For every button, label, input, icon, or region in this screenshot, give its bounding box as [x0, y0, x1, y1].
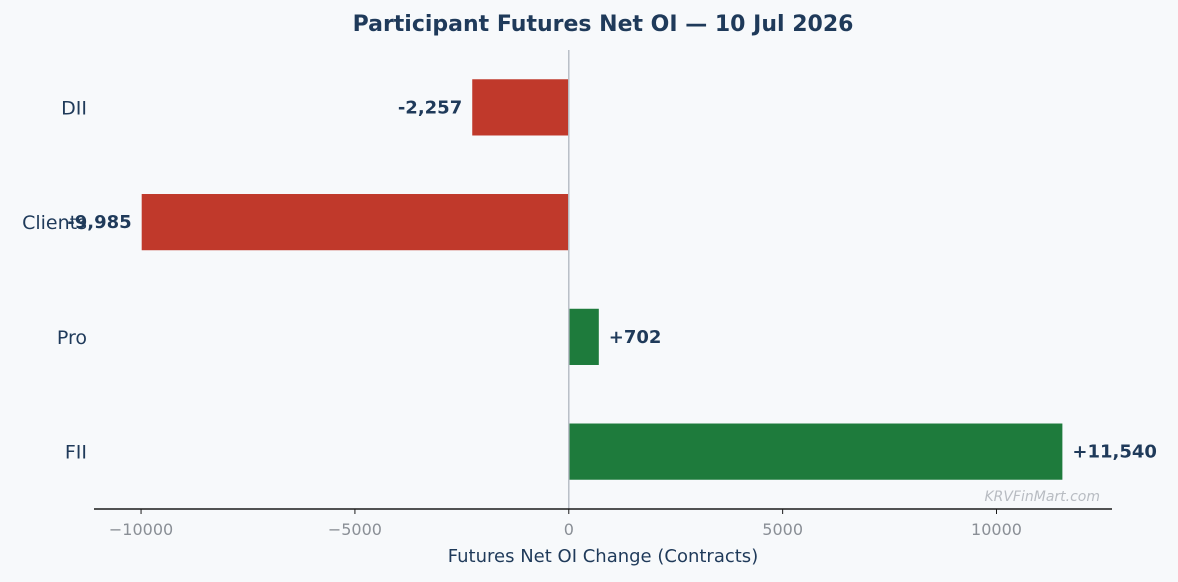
value-label-clients: -9,985 [67, 212, 131, 233]
x-tick-label: −5000 [328, 520, 382, 539]
bars-layer [141, 79, 1063, 480]
bar-dii [472, 79, 569, 136]
value-label-pro: +702 [609, 327, 662, 348]
x-tick-label: 5000 [762, 520, 803, 539]
watermark: KRVFinMart.com [984, 489, 1100, 505]
x-tick-label: −10000 [109, 520, 173, 539]
category-label-clients: Clients [22, 212, 87, 234]
chart-title: Participant Futures Net OI — 10 Jul 2026 [353, 12, 854, 37]
x-axis-ticks: −10000 −5000 0 5000 10000 [109, 509, 1022, 539]
bar-fii [568, 423, 1063, 480]
bar-pro [568, 308, 599, 365]
value-label-fii: +11,540 [1072, 442, 1157, 463]
x-axis-label: Futures Net OI Change (Contracts) [448, 546, 758, 567]
category-label-fii: FII [65, 442, 87, 464]
x-tick-label: 0 [564, 520, 574, 539]
value-labels: -2,257 -9,985 +702 +11,540 [67, 97, 1157, 462]
category-label-pro: Pro [57, 327, 87, 349]
x-tick-label: 10000 [971, 520, 1022, 539]
bar-clients [141, 194, 569, 251]
category-label-dii: DII [61, 97, 87, 119]
value-label-dii: -2,257 [398, 97, 462, 118]
category-labels: DII Clients Pro FII [22, 97, 87, 463]
